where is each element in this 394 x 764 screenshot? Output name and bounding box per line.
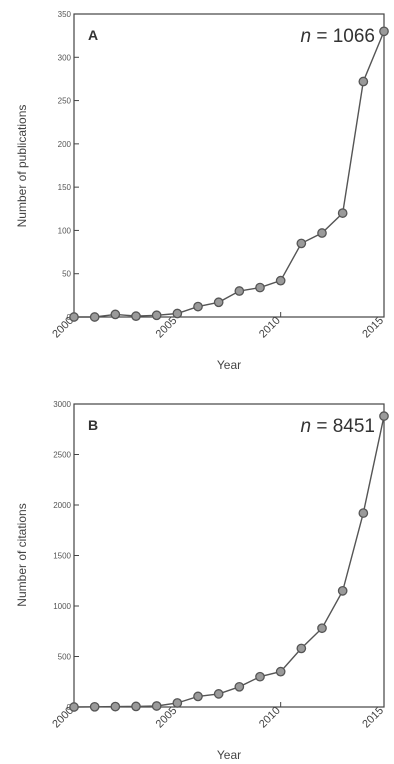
y-tick-label-b: 0 <box>67 703 72 712</box>
plot-frame-a <box>73 13 385 318</box>
data-point-a <box>317 228 327 238</box>
x-axis-title-b: Year <box>217 748 241 762</box>
series-line-b <box>73 415 385 708</box>
series-line-a <box>74 31 385 318</box>
y-tick-label-b: 2000 <box>53 501 71 510</box>
data-point-b <box>69 702 79 712</box>
n-var-a: n <box>300 26 311 47</box>
data-point-a <box>358 76 369 87</box>
data-point-b <box>172 698 183 708</box>
data-point-a <box>337 208 348 218</box>
data-point-a <box>213 297 224 308</box>
n-value-a: 1066 <box>333 26 375 47</box>
data-point-b <box>89 701 100 712</box>
x-tick-label-b: 2010 <box>257 705 283 731</box>
data-point-a <box>110 309 121 320</box>
panel-b: B n = 8451 Number of citations Year 0 500… <box>15 400 389 762</box>
y-tick-label-b: 500 <box>58 653 72 662</box>
x-tick-label-b: 2015 <box>360 705 386 731</box>
data-point-b <box>131 701 141 712</box>
y-tick-label-b: 1000 <box>53 602 71 611</box>
y-tick-label-a: 150 <box>58 183 72 192</box>
data-point-b <box>317 623 327 634</box>
n-eq-b: = <box>311 416 333 437</box>
data-point-a <box>131 311 141 321</box>
panel-a: A n = 1066 Number of publications Year 0… <box>15 10 389 372</box>
data-point-a <box>69 312 79 322</box>
series-b <box>69 411 389 712</box>
panel-label-a: A <box>88 27 98 43</box>
data-point-a <box>151 310 162 321</box>
data-point-b <box>193 691 203 702</box>
n-annotation-b: n = 8451 <box>300 416 375 437</box>
n-eq-a: = <box>311 26 333 47</box>
data-point-b <box>213 689 224 699</box>
y-tick-label-b: 1500 <box>53 552 71 561</box>
n-value-b: 8451 <box>333 416 375 437</box>
data-point-b <box>296 643 307 654</box>
data-point-b <box>275 666 286 677</box>
y-tick-label-a: 350 <box>58 10 72 19</box>
data-point-b <box>337 585 348 596</box>
data-point-a <box>379 26 389 37</box>
data-point-a <box>172 308 183 319</box>
data-point-a <box>296 238 307 249</box>
y-tick-label-a: 100 <box>58 226 72 235</box>
data-point-a <box>275 275 286 286</box>
y-tick-label-b: 3000 <box>53 400 71 409</box>
y-tick-label-a: 50 <box>62 270 71 279</box>
y-axis-title-a: Number of publications <box>15 105 29 228</box>
data-point-b <box>379 411 389 421</box>
data-point-b <box>358 508 369 518</box>
data-point-b <box>234 681 245 692</box>
data-point-a <box>89 312 100 322</box>
data-point-a <box>193 301 203 312</box>
series-a <box>69 26 389 322</box>
y-tick-label-a: 250 <box>58 97 72 106</box>
x-tick-label-a: 2015 <box>360 315 386 341</box>
panel-label-b: B <box>88 417 98 433</box>
y-axis-title-b: Number of citations <box>15 503 29 606</box>
data-point-a <box>234 286 245 296</box>
y-tick-label-b: 2500 <box>53 451 71 460</box>
n-var-b: n <box>300 416 311 437</box>
data-point-b <box>110 701 121 712</box>
x-tick-label-a: 2010 <box>257 315 283 341</box>
n-annotation-a: n = 1066 <box>300 26 375 47</box>
y-tick-label-a: 300 <box>58 53 72 62</box>
x-axis-title-a: Year <box>217 358 241 372</box>
y-tick-label-a: 200 <box>58 140 72 149</box>
data-point-b <box>151 701 162 711</box>
data-point-b <box>255 671 265 682</box>
y-tick-label-a: 0 <box>67 313 72 322</box>
plot-frame-b <box>73 403 385 708</box>
data-point-a <box>255 282 265 293</box>
